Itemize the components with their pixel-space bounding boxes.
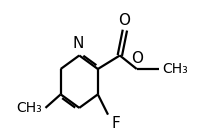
Text: O: O: [118, 13, 130, 28]
Text: F: F: [111, 116, 120, 131]
Text: O: O: [132, 51, 144, 67]
Text: N: N: [73, 36, 84, 51]
Text: CH₃: CH₃: [162, 62, 188, 76]
Text: CH₃: CH₃: [16, 101, 42, 115]
